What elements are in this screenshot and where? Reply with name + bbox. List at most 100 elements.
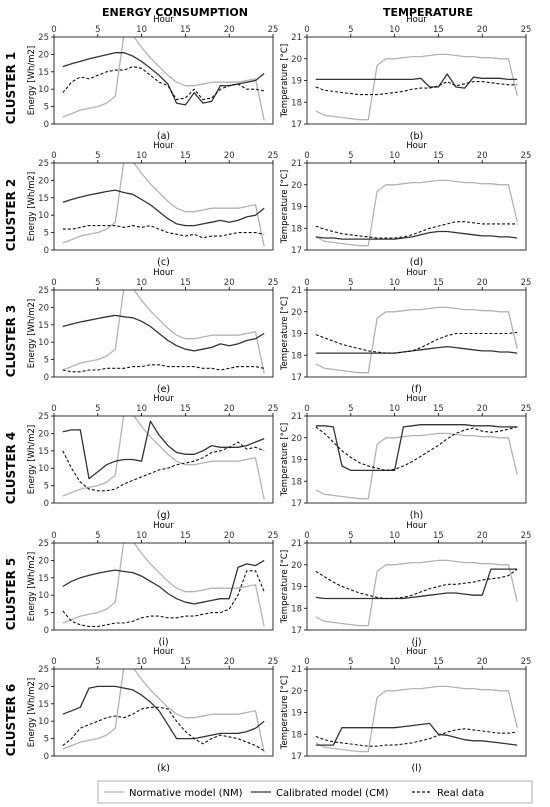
y-tick-label: 15 (38, 321, 49, 331)
y-tick-label: 18 (291, 351, 302, 361)
plot-frame (306, 542, 527, 631)
svg-text:CLUSTER 5: CLUSTER 5 (4, 558, 18, 631)
series-line-real (62, 441, 265, 492)
x-tick-label: 0 (304, 657, 309, 667)
plot-frame (53, 668, 274, 757)
x-tick-label: 15 (180, 151, 191, 161)
x-axis-label: Hour (153, 141, 174, 151)
plot-frame (53, 36, 274, 125)
series-line-nm (315, 53, 518, 121)
x-tick-label: 20 (224, 25, 235, 35)
y-tick-label: 10 (38, 591, 49, 601)
x-tick-label: 15 (180, 25, 191, 35)
series-group (62, 163, 265, 247)
y-axis-label: Energy [Wh/m2] (27, 678, 37, 747)
x-tick-label: 10 (136, 531, 147, 541)
x-tick-label: 15 (180, 404, 191, 414)
series-line-real (62, 364, 265, 373)
y-tick-label: 10 (38, 338, 49, 348)
x-tick-label: 0 (304, 278, 309, 288)
series-line-cm (315, 568, 518, 600)
row-title-cluster-1: CLUSTER 1 (4, 52, 18, 125)
x-tick-label: 10 (389, 404, 400, 414)
x-tick-label: 20 (477, 657, 488, 667)
x-tick-label: 5 (348, 404, 353, 414)
x-tick-label: 15 (180, 278, 191, 288)
y-tick-label: 20 (38, 429, 49, 439)
y-tick-label: 18 (291, 604, 302, 614)
svg-text:CLUSTER 1: CLUSTER 1 (4, 52, 18, 125)
x-tick-label: 10 (389, 25, 400, 35)
series-line-cm (315, 424, 518, 472)
series-line-cm (315, 345, 518, 354)
column-title-energy: ENERGY CONSUMPTION (102, 6, 248, 19)
y-tick-label: 25 (38, 412, 49, 422)
x-tick-label: 5 (95, 404, 100, 414)
x-tick-label: 10 (389, 531, 400, 541)
y-tick-label: 20 (291, 687, 302, 697)
x-tick-label: 25 (268, 531, 279, 541)
series-line-nm (315, 559, 518, 627)
y-axis-label: Temperature [°C] (280, 44, 290, 118)
x-tick-label: 0 (51, 25, 56, 35)
x-tick-label: 20 (477, 151, 488, 161)
series-line-cm (62, 685, 265, 740)
plot-frame (306, 36, 527, 125)
row-title-cluster-4: CLUSTER 4 (4, 432, 18, 505)
y-tick-label: 5 (44, 229, 49, 239)
x-tick-label: 5 (95, 25, 100, 35)
y-tick-label: 0 (44, 120, 49, 130)
legend-label-cm: Calibrated model (CM) (276, 788, 389, 799)
series-line-cm (62, 314, 265, 352)
y-tick-label: 10 (38, 464, 49, 474)
x-tick-label: 10 (136, 404, 147, 414)
x-tick-label: 0 (51, 531, 56, 541)
series-group (62, 669, 265, 753)
panel-label: (f) (411, 384, 422, 395)
row-title-cluster-2: CLUSTER 2 (4, 179, 18, 252)
svg-text:CLUSTER 4: CLUSTER 4 (4, 432, 18, 505)
panel-label: (i) (158, 637, 168, 648)
y-tick-label: 0 (44, 499, 49, 509)
y-tick-label: 0 (44, 246, 49, 256)
series-group (62, 543, 265, 628)
series-line-real (315, 426, 518, 471)
y-tick-label: 19 (291, 203, 302, 213)
y-tick-label: 18 (291, 224, 302, 234)
x-tick-label: 10 (136, 657, 147, 667)
x-tick-label: 15 (433, 657, 444, 667)
x-axis-label: Hour (406, 268, 427, 278)
x-tick-label: 25 (268, 151, 279, 161)
series-line-cm (315, 73, 518, 89)
x-tick-label: 0 (304, 531, 309, 541)
x-tick-label: 20 (477, 25, 488, 35)
y-tick-label: 20 (291, 55, 302, 65)
series-group (315, 53, 518, 121)
x-tick-label: 5 (348, 151, 353, 161)
row-title-cluster-5: CLUSTER 5 (4, 558, 18, 631)
x-tick-label: 10 (136, 278, 147, 288)
series-line-cm (315, 230, 518, 240)
series-line-cm (62, 189, 265, 227)
y-tick-label: 19 (291, 583, 302, 593)
y-tick-label: 21 (291, 33, 302, 43)
y-tick-label: 0 (44, 752, 49, 762)
x-tick-label: 25 (521, 25, 532, 35)
series-line-real (315, 728, 518, 747)
x-tick-label: 25 (521, 278, 532, 288)
series-line-cm (62, 420, 265, 480)
column-title-temperature: TEMPERATURE (383, 6, 473, 19)
y-tick-label: 10 (38, 717, 49, 727)
series-line-nm (62, 290, 265, 374)
x-tick-label: 5 (95, 278, 100, 288)
series-line-real (62, 570, 265, 628)
series-line-nm (62, 543, 265, 627)
x-tick-label: 15 (433, 25, 444, 35)
x-tick-label: 10 (389, 657, 400, 667)
y-tick-label: 25 (38, 286, 49, 296)
